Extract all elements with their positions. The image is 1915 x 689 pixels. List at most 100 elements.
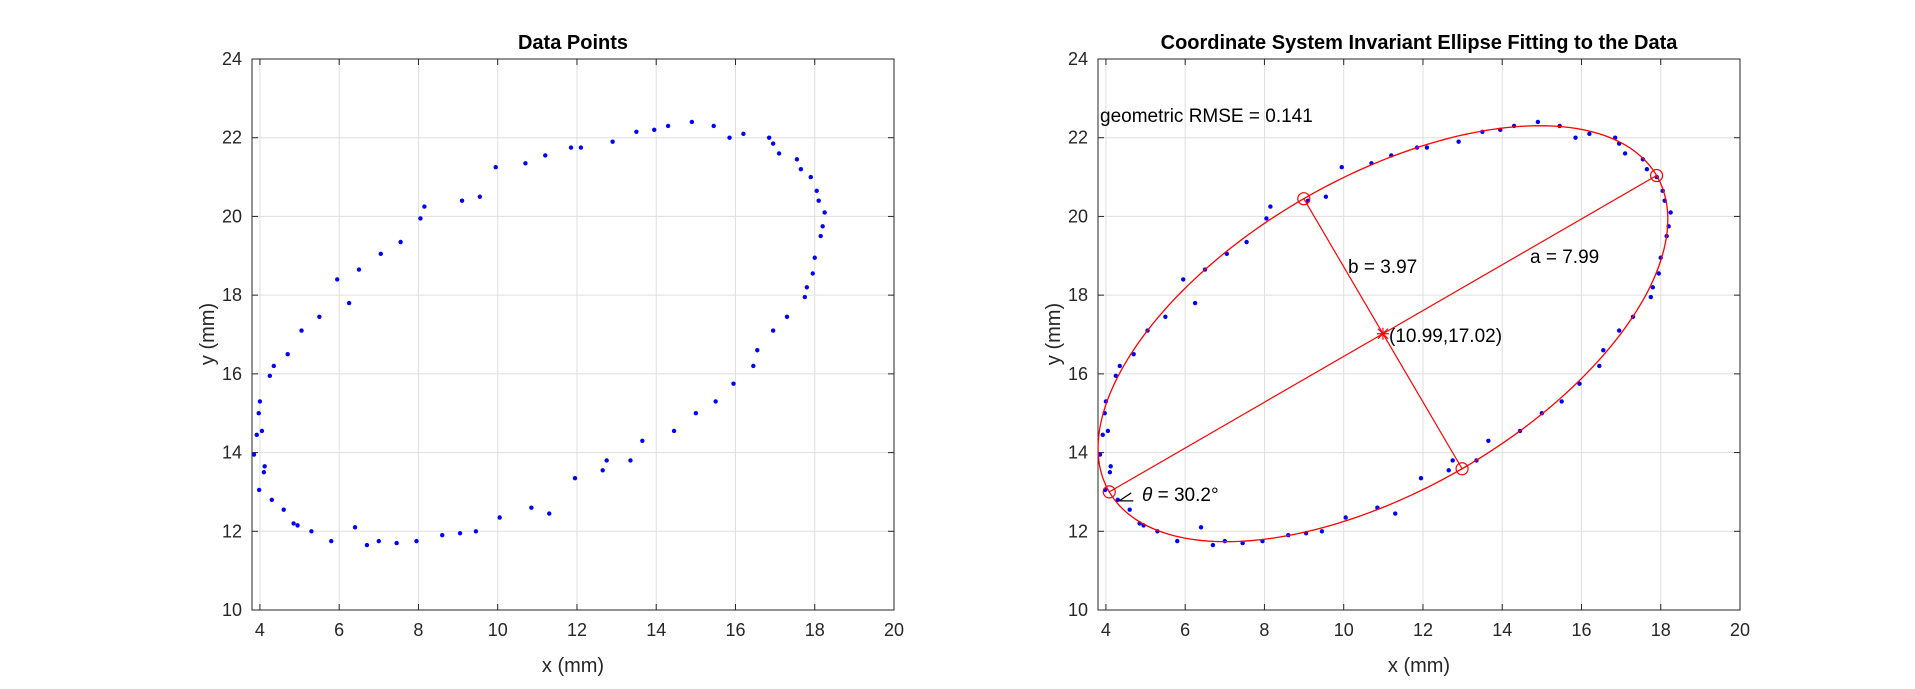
data-point [731,381,736,386]
data-point [1559,399,1564,404]
data-point [291,521,296,526]
data-point [1210,542,1216,548]
data-point [776,151,782,156]
angle-symbol [1118,492,1134,502]
x-tick-label: 8 [1259,620,1269,640]
axis-ticks: 4 6 8 10 12 14 16 18 20 10 12 14 16 18 20 22 24 [1068,49,1750,640]
data-point [1198,525,1204,530]
data-point [547,511,552,516]
major-axis-annotation: a = 7.99 [1530,247,1599,268]
data-point [269,497,275,502]
data-point [755,348,760,353]
data-point [1115,497,1121,502]
y-tick-label: 24 [1068,49,1088,69]
data-point [1644,167,1650,172]
data-point [1450,458,1455,463]
y-tick-label: 22 [222,128,242,148]
data-point [254,432,259,438]
x-tick-label: 16 [725,620,745,640]
axis-ticks: 4 6 8 10 12 14 16 18 20 10 12 14 16 18 20 22 24 [222,49,904,640]
chart-data-points: 4 6 8 10 12 14 16 18 20 10 12 14 16 18 20 22 24 Data Poi… [197,32,904,677]
data-point [784,314,790,319]
y-tick-label: 14 [222,443,242,463]
data-point [422,204,427,209]
data-point [1323,194,1329,199]
data-point [1668,210,1673,215]
data-point [1105,428,1111,434]
x-tick-label: 20 [1730,620,1750,640]
axis-endpoint-marker [1102,485,1116,499]
x-tick-label: 18 [1651,620,1671,640]
axis-endpoint-marker [1650,168,1664,183]
data-point [285,351,290,357]
data-point [766,135,772,140]
data-point [822,210,827,215]
data-point [1244,239,1249,245]
data-point [317,314,322,319]
data-point [473,529,479,534]
x-tick-label: 6 [334,620,344,640]
data-point [543,153,548,158]
data-point [671,428,677,434]
data-point [604,458,609,463]
data-point [600,468,605,473]
axis-endpoint-marker [1455,462,1469,476]
ellipse-fit [1097,125,1669,543]
y-tick-label: 20 [222,206,242,226]
data-point [798,167,804,172]
y-tick-label: 12 [1068,521,1088,541]
x-tick-label: 20 [884,620,904,640]
data-point [378,251,383,257]
x-tick-label: 10 [1334,620,1354,640]
data-point [1446,468,1451,473]
data-point [1573,135,1578,140]
data-point [1393,511,1398,516]
data-point [693,411,699,416]
data-point [808,174,813,180]
grid-lines [252,58,895,611]
minor-axis-annotation: b = 3.97 [1348,257,1417,278]
data-point [1456,139,1461,144]
data-point [259,428,265,434]
data-point [1622,151,1628,156]
data-point [281,507,286,512]
data-point [364,542,370,548]
angle-annotation: θ = 30.2° [1142,485,1219,506]
data-point [741,131,746,136]
y-tick-label: 18 [222,285,242,305]
data-point [352,525,358,530]
data-point [493,165,498,170]
data-point [398,239,403,245]
data-point [1319,529,1325,534]
data-point [1108,464,1113,469]
data-point [751,363,756,369]
data-point [1117,363,1122,369]
data-point [1424,145,1430,150]
data-point [1650,285,1656,290]
data-point [1656,271,1661,276]
data-point [1107,470,1113,475]
data-point [440,533,445,538]
data-point [356,267,362,272]
data-point [640,438,645,443]
data-point [1131,351,1136,357]
data-point [1113,373,1119,379]
data-point [271,363,276,369]
data-point [816,198,821,203]
center-marker [1376,327,1389,340]
axis-endpoint-marker [1297,192,1311,206]
theta-symbol: θ [1142,485,1153,506]
data-point [1100,432,1105,438]
data-point [529,505,534,510]
data-point [1616,328,1622,333]
plot-frame [251,58,895,611]
data-point [814,188,819,194]
data-point [1640,157,1646,162]
data-point [1264,216,1269,221]
data-point [295,523,300,528]
data-point [335,277,340,282]
data-point [329,538,334,544]
data-point [477,194,483,199]
data-point [1175,538,1180,544]
